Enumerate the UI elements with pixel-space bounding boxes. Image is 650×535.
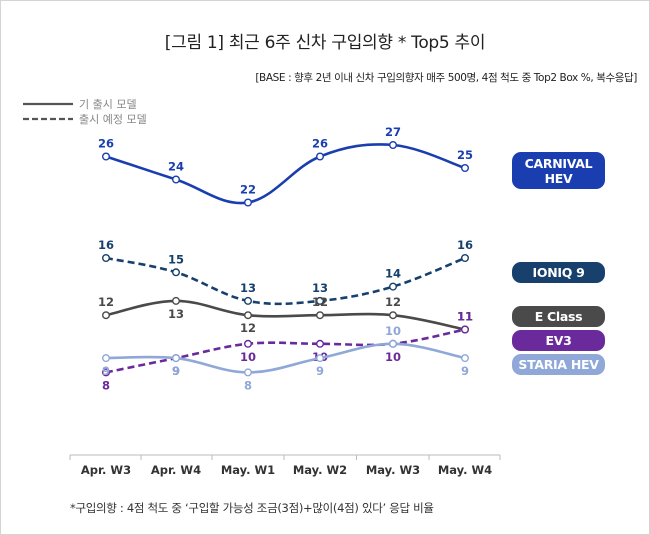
data-label-e-class: 12 [240,321,256,335]
series-label-line: STARIA HEV [518,357,599,372]
series-line-e-class [105,299,466,331]
data-label-carnival-hev: 25 [457,148,473,162]
data-label-ev3: 9 [172,364,180,378]
data-label-carnival-hev: 24 [168,160,184,174]
data-label-ioniq-9: 16 [98,238,114,252]
data-label-ev3: 10 [240,350,256,364]
data-point-ioniq-9 [171,268,180,277]
x-tick-label: May. W3 [366,463,420,477]
data-point-staria-hev [316,354,325,363]
footnote: *구입의향 : 4점 척도 중 ‘구입할 가능성 조금(3점)+많이(4점) 있… [70,501,434,515]
data-point-carnival-hev [243,198,252,207]
data-label-staria-hev: 9 [172,364,180,378]
data-point-ev3 [316,339,325,348]
data-point-staria-hev [461,354,470,363]
data-point-e-class [171,296,180,305]
data-label-ioniq-9: 15 [168,252,184,266]
data-point-e-class [316,311,325,320]
data-label-carnival-hev: 26 [312,137,328,151]
series-label-ev3: EV3 [512,330,605,351]
data-label-staria-hev: 10 [385,324,401,338]
data-label-ev3: 8 [102,378,110,392]
data-point-carnival-hev [389,140,398,149]
data-point-e-class [101,311,110,320]
series-line-staria-hev [105,342,466,374]
legend-item-upcoming: 출시 예정 모델 [23,111,147,126]
x-tick-label: May. W1 [221,463,275,477]
chart-title: [그림 1] 최근 6주 신차 구입의향 * Top5 추이 [164,33,486,53]
data-label-ioniq-9: 13 [312,281,328,295]
data-point-e-class [243,311,252,320]
data-point-ev3 [101,368,110,377]
data-label-ioniq-9: 16 [457,238,473,252]
legend-dashed-line-icon [23,117,73,120]
series-label-ioniq-9: IONIQ 9 [512,262,605,283]
data-point-ioniq-9 [389,282,398,291]
data-label-ev3: 11 [457,310,473,324]
series-label-staria-hev: STARIA HEV [512,354,605,375]
data-point-ev3 [461,325,470,334]
data-label-carnival-hev: 27 [385,125,401,139]
x-tick-label: May. W4 [438,463,492,477]
data-label-carnival-hev: 26 [98,137,114,151]
data-label-e-class: 12 [98,295,114,309]
data-point-ev3 [243,339,252,348]
series-label-line: EV3 [545,333,572,348]
data-label-ioniq-9: 14 [385,267,401,281]
series-label-line: IONIQ 9 [532,265,585,280]
data-point-carnival-hev [461,163,470,172]
data-label-staria-hev: 8 [244,378,252,392]
data-label-e-class: 11 [457,310,473,324]
legend-solid-line-icon [23,102,73,105]
data-label-staria-hev: 9 [316,364,324,378]
data-point-staria-hev [101,354,110,363]
data-point-carnival-hev [101,152,110,161]
series-line-carnival-hev [105,143,466,205]
series-label-line: CARNIVAL [524,155,593,171]
legend: 기 출시 모델 출시 예정 모델 [23,96,147,126]
data-label-staria-hev: 9 [461,364,469,378]
data-point-staria-hev [389,339,398,348]
data-label-e-class: 12 [312,295,328,309]
data-point-ioniq-9 [243,296,252,305]
legend-item-existing: 기 출시 모델 [23,96,147,111]
x-tick-label: Apr. W3 [81,463,131,477]
series-line-ioniq-9 [105,256,466,306]
data-point-carnival-hev [316,152,325,161]
data-label-ioniq-9: 13 [240,281,256,295]
data-label-staria-hev: 9 [102,364,110,378]
series-label-line: HEV [544,170,573,186]
data-label-e-class: 12 [385,295,401,309]
data-point-ioniq-9 [461,253,470,262]
data-point-staria-hev [171,354,180,363]
data-label-ev3: 10 [385,350,401,364]
legend-label: 출시 예정 모델 [79,112,147,126]
series-label-line: E Class [534,309,583,324]
x-tick-label: Apr. W4 [151,463,201,477]
base-note: [BASE : 향후 2년 이내 신차 구입의향자 매주 500명, 4점 척도… [255,72,637,84]
x-tick-label: May. W2 [293,463,347,477]
data-label-carnival-hev: 22 [240,183,256,197]
data-point-ioniq-9 [316,296,325,305]
data-point-e-class [389,311,398,320]
data-point-staria-hev [243,368,252,377]
series-label-carnival-hev: CARNIVAL HEV [512,152,605,189]
data-point-ioniq-9 [101,253,110,262]
data-point-carnival-hev [171,175,180,184]
legend-label: 기 출시 모델 [79,97,137,111]
series-label-e-class: E Class [512,306,605,327]
data-label-e-class: 13 [168,307,184,321]
